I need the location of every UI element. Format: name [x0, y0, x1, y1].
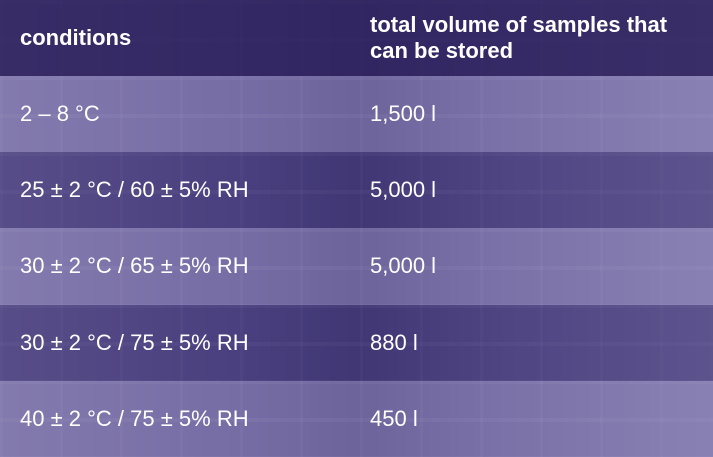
table-cell: 1,500 l	[370, 76, 700, 152]
table-cell: 40 ± 2 °C / 75 ± 5% RH	[20, 381, 360, 457]
table-cell: 2 – 8 °C	[20, 76, 360, 152]
table-page: conditionstotal volume of samples that c…	[0, 0, 713, 457]
header-cell: total volume of samples that can be stor…	[370, 0, 700, 76]
table-cell: 5,000 l	[370, 228, 700, 304]
table-cell: 450 l	[370, 381, 700, 457]
header-cell: conditions	[20, 0, 360, 76]
table-cell: 5,000 l	[370, 152, 700, 228]
table-cell: 30 ± 2 °C / 65 ± 5% RH	[20, 228, 360, 304]
table-cell: 880 l	[370, 305, 700, 381]
table-cell: 25 ± 2 °C / 60 ± 5% RH	[20, 152, 360, 228]
table-cell: 30 ± 2 °C / 75 ± 5% RH	[20, 305, 360, 381]
